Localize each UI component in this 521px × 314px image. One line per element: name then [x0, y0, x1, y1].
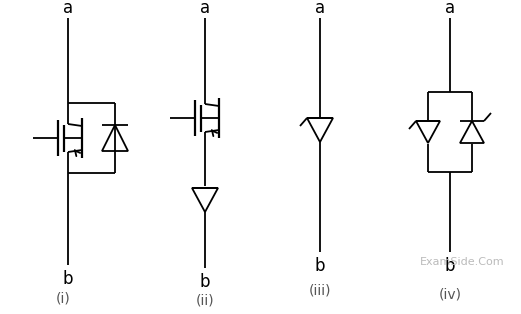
- Text: (iv): (iv): [439, 288, 462, 302]
- Text: (i): (i): [56, 291, 70, 305]
- Text: b: b: [445, 257, 455, 275]
- Text: a: a: [63, 0, 73, 17]
- Text: a: a: [200, 0, 210, 17]
- Text: b: b: [63, 270, 73, 288]
- Text: (ii): (ii): [196, 293, 214, 307]
- Text: a: a: [445, 0, 455, 17]
- Text: (iii): (iii): [309, 283, 331, 297]
- Text: b: b: [200, 273, 210, 291]
- Text: a: a: [315, 0, 325, 17]
- Text: ExamSide.Com: ExamSide.Com: [420, 257, 504, 267]
- Text: b: b: [315, 257, 325, 275]
